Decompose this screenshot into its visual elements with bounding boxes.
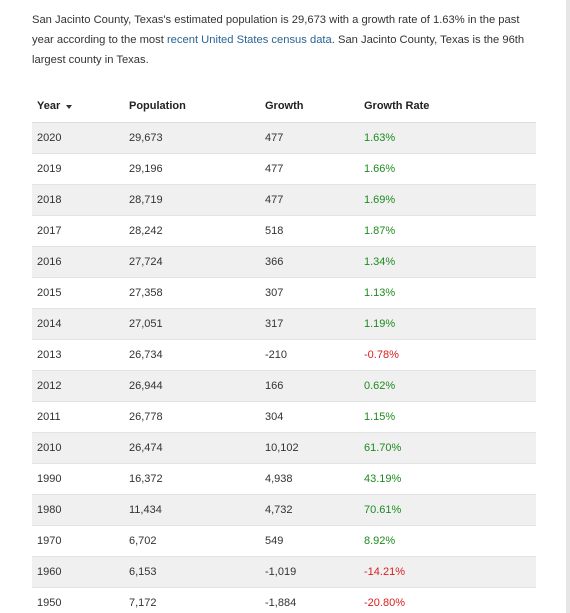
cell-year: 2010 — [37, 442, 62, 454]
year-sort-button[interactable]: Year — [37, 100, 73, 112]
cell-population: 27,724 — [129, 256, 163, 268]
cell-growth: 304 — [265, 411, 284, 423]
cell-population: 28,242 — [129, 225, 163, 237]
cell-growth: 4,938 — [265, 473, 293, 485]
cell-year: 2011 — [37, 411, 61, 423]
table-row: 2018 28,719 477 1.69% — [32, 185, 536, 216]
cell-growth-rate: 1.19% — [364, 318, 396, 330]
population-table: Year Population Growth Growth Rate 2020 2… — [32, 90, 536, 613]
cell-growth-rate: 43.19% — [364, 473, 402, 485]
cell-year: 1950 — [37, 597, 62, 609]
intro-paragraph: San Jacinto County, Texas's estimated po… — [32, 10, 532, 70]
cell-population: 11,434 — [129, 504, 162, 516]
header-growth[interactable]: Growth — [265, 100, 304, 112]
cell-growth-rate: 1.69% — [364, 194, 396, 206]
header-population[interactable]: Population — [129, 100, 186, 112]
table-header-row: Year Population Growth Growth Rate — [32, 90, 536, 123]
cell-growth-rate: 1.63% — [364, 132, 396, 144]
cell-population: 16,372 — [129, 473, 163, 485]
cell-population: 28,719 — [129, 194, 163, 206]
table-row: 1980 11,434 4,732 70.61% — [32, 495, 536, 526]
cell-growth: 549 — [265, 535, 284, 547]
cell-population: 26,474 — [129, 442, 163, 454]
cell-growth-rate: 1.87% — [364, 225, 396, 237]
cell-year: 2016 — [37, 256, 62, 268]
cell-growth: 10,102 — [265, 442, 299, 454]
cell-growth: 518 — [265, 225, 284, 237]
cell-year: 2020 — [37, 132, 62, 144]
cell-growth-rate: -20.80% — [364, 597, 405, 609]
table-row: 1990 16,372 4,938 43.19% — [32, 464, 536, 495]
cell-growth: 366 — [265, 256, 284, 268]
cell-population: 27,358 — [129, 287, 163, 299]
cell-growth-rate: 0.62% — [364, 380, 396, 392]
cell-growth-rate: -14.21% — [364, 566, 405, 578]
table-row: 2019 29,196 477 1.66% — [32, 154, 536, 185]
cell-growth: -1,019 — [265, 566, 297, 578]
cell-growth-rate: 8.92% — [364, 535, 396, 547]
cell-population: 26,778 — [129, 411, 163, 423]
table-row: 2016 27,724 366 1.34% — [32, 247, 536, 278]
cell-population: 29,196 — [129, 163, 163, 175]
cell-year: 1990 — [37, 473, 62, 485]
intro-text-before-link: San Jacinto County, Texas's estimated po… — [32, 14, 520, 46]
cell-population: 26,944 — [129, 380, 163, 392]
table-row: 1970 6,702 549 8.92% — [32, 526, 536, 557]
scrollbar-track[interactable] — [566, 0, 570, 613]
cell-year: 2013 — [37, 349, 62, 361]
table-row: 2020 29,673 477 1.63% — [32, 123, 536, 154]
cell-year: 1980 — [37, 504, 62, 516]
table-row: 2010 26,474 10,102 61.70% — [32, 433, 536, 464]
cell-growth: 4,732 — [265, 504, 293, 516]
cell-population: 26,734 — [129, 349, 163, 361]
cell-year: 2012 — [37, 380, 62, 392]
table-row: 2013 26,734 -210 -0.78% — [32, 340, 536, 371]
cell-growth: 166 — [265, 380, 284, 392]
header-year[interactable]: Year — [32, 100, 129, 112]
table-row: 1960 6,153 -1,019 -14.21% — [32, 557, 536, 588]
cell-growth: 477 — [265, 194, 284, 206]
cell-population: 6,702 — [129, 535, 157, 547]
cell-population: 27,051 — [129, 318, 163, 330]
cell-growth: 477 — [265, 132, 284, 144]
cell-growth-rate: 1.66% — [364, 163, 396, 175]
cell-growth: -1,884 — [265, 597, 297, 609]
caret-down-icon — [66, 104, 73, 109]
cell-year: 2019 — [37, 163, 62, 175]
cell-year: 1970 — [37, 535, 62, 547]
cell-population: 6,153 — [129, 566, 157, 578]
header-growth-rate[interactable]: Growth Rate — [364, 100, 430, 112]
cell-year: 1960 — [37, 566, 62, 578]
table-row: 1950 7,172 -1,884 -20.80% — [32, 588, 536, 613]
table-row: 2017 28,242 518 1.87% — [32, 216, 536, 247]
cell-growth-rate: -0.78% — [364, 349, 399, 361]
cell-growth-rate: 1.13% — [364, 287, 396, 299]
cell-growth-rate: 1.34% — [364, 256, 396, 268]
census-data-link[interactable]: recent United States census data — [166, 34, 332, 46]
cell-population: 29,673 — [129, 132, 163, 144]
table-row: 2014 27,051 317 1.19% — [32, 309, 536, 340]
cell-growth-rate: 1.15% — [364, 411, 396, 423]
table-body: 2020 29,673 477 1.63% 2019 29,196 477 1.66% 2018… — [32, 123, 536, 613]
cell-growth-rate: 70.61% — [364, 504, 402, 516]
cell-year: 2017 — [37, 225, 62, 237]
cell-growth: 477 — [265, 163, 284, 175]
cell-growth-rate: 61.70% — [364, 442, 402, 454]
cell-year: 2015 — [37, 287, 62, 299]
cell-growth: 317 — [265, 318, 284, 330]
intro-text-after-link: . San Jacinto County, Texas is the 96th … — [32, 34, 525, 66]
table-row: 2012 26,944 166 0.62% — [32, 371, 536, 402]
table-row: 2011 26,778 304 1.15% — [32, 402, 536, 433]
cell-population: 7,172 — [129, 597, 157, 609]
table-row: 2015 27,358 307 1.13% — [32, 278, 536, 309]
header-year-label: Year — [37, 100, 61, 112]
cell-growth: 307 — [265, 287, 284, 299]
cell-year: 2014 — [37, 318, 62, 330]
cell-growth: -210 — [265, 349, 288, 361]
cell-year: 2018 — [37, 194, 62, 206]
